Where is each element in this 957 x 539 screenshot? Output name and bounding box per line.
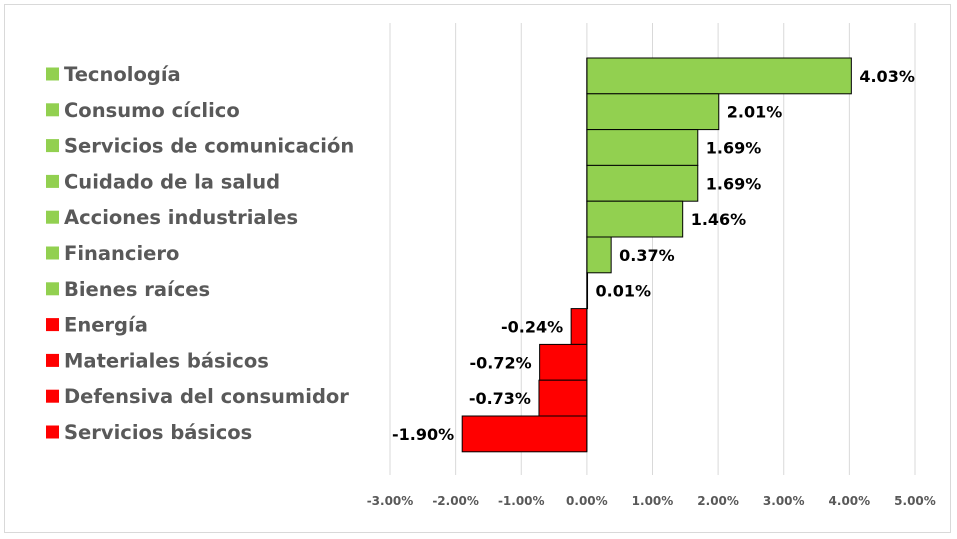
x-tick-label: 0.00% — [566, 494, 608, 508]
x-tick-label: 4.00% — [829, 494, 871, 508]
legend-swatch — [46, 318, 59, 332]
data-labels: 4.03% 2.01% 1.69% 1.69% 1.46% 0.37% 0.01% -0.24… — [392, 67, 915, 444]
data-label: 2.01% — [727, 103, 783, 122]
bar — [586, 200, 684, 238]
legend-label: Bienes raíces — [64, 278, 210, 301]
legend-swatch — [46, 210, 59, 224]
legend-swatch — [46, 282, 59, 296]
bar — [539, 343, 588, 381]
x-axis-ticks: -3.00% -2.00% -1.00% 0.00% 1.00% 2.00% 3.00% 4.… — [367, 494, 936, 508]
legend-swatch — [46, 139, 59, 153]
data-label: -0.24% — [501, 318, 563, 337]
legend-swatch — [46, 174, 59, 188]
bar — [461, 415, 588, 453]
bar — [570, 308, 588, 345]
bars — [461, 57, 852, 453]
data-label: -0.73% — [469, 389, 531, 408]
legend-swatch — [46, 246, 59, 260]
x-tick-label: 3.00% — [763, 494, 805, 508]
x-tick-label: 2.00% — [697, 494, 739, 508]
bar — [538, 379, 588, 417]
legend: Tecnología Consumo cíclico Servicios de co… — [46, 63, 354, 444]
bar — [586, 164, 699, 202]
bar — [586, 236, 612, 274]
legend-label: Energía — [64, 314, 148, 337]
bar — [586, 93, 720, 131]
x-tick-label: -2.00% — [432, 494, 479, 508]
chart-frame: 4.03% 2.01% 1.69% 1.69% 1.46% 0.37% 0.01% -0.24… — [4, 4, 951, 533]
legend-swatch — [46, 425, 59, 439]
data-label: 1.46% — [691, 210, 747, 229]
x-tick-label: 5.00% — [894, 494, 936, 508]
data-label: 1.69% — [706, 139, 762, 158]
bar — [586, 57, 852, 95]
legend-label: Defensiva del consumidor — [64, 385, 349, 408]
legend-swatch — [46, 389, 59, 403]
data-label: -0.72% — [469, 353, 531, 372]
legend-label: Acciones industriales — [64, 206, 298, 229]
legend-label: Materiales básicos — [64, 349, 269, 372]
x-tick-label: -3.00% — [367, 494, 414, 508]
legend-label: Cuidado de la salud — [64, 170, 280, 193]
legend-label: Tecnología — [64, 63, 181, 86]
data-label: 0.37% — [619, 246, 675, 265]
legend-label: Servicios básicos — [64, 421, 252, 444]
x-tick-label: 1.00% — [632, 494, 674, 508]
data-label: 4.03% — [859, 67, 915, 86]
legend-label: Consumo cíclico — [64, 99, 240, 122]
legend-label: Financiero — [64, 242, 179, 265]
legend-swatch — [46, 67, 59, 81]
bar-chart: 4.03% 2.01% 1.69% 1.69% 1.46% 0.37% 0.01% -0.24… — [46, 23, 936, 508]
legend-swatch — [46, 103, 59, 117]
data-label: 0.01% — [596, 282, 652, 301]
legend-label: Servicios de comunicación — [64, 135, 354, 158]
data-label: -1.90% — [392, 425, 454, 444]
legend-swatch — [46, 353, 59, 367]
data-label: 1.69% — [706, 174, 762, 193]
bar — [586, 129, 699, 166]
x-tick-label: -1.00% — [498, 494, 545, 508]
